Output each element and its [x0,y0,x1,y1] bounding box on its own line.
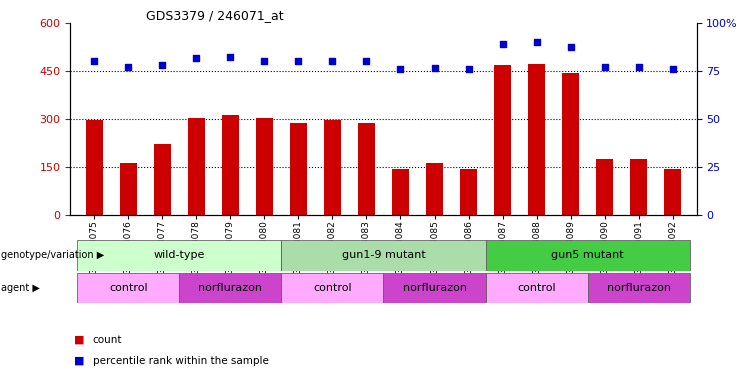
Point [327,58,339,65]
Bar [562,73,579,215]
Point [259,58,270,64]
Bar [324,120,341,215]
Text: norflurazon: norflurazon [607,283,671,293]
Text: control: control [313,283,352,293]
Bar [384,273,485,303]
Point [667,66,679,73]
Text: control: control [517,283,556,293]
Bar [392,169,409,215]
Bar [179,273,282,303]
Bar [460,169,477,215]
Bar [426,163,443,215]
Bar [485,240,690,271]
Point [565,44,576,50]
Text: GDS3379 / 246071_at: GDS3379 / 246071_at [145,9,283,22]
Bar [222,115,239,215]
Point [462,66,474,73]
Bar [528,64,545,215]
Bar [86,120,103,215]
Text: norflurazon: norflurazon [199,283,262,293]
Point [361,58,373,64]
Text: ■: ■ [74,356,84,366]
Bar [282,273,384,303]
Bar [485,273,588,303]
Bar [588,273,690,303]
Bar [597,159,613,215]
Text: norflurazon: norflurazon [402,283,467,293]
Bar [358,123,375,215]
Bar [494,65,511,215]
Point [531,39,542,45]
Point [428,65,440,71]
Point [599,64,611,70]
Bar [282,240,485,271]
Bar [664,169,681,215]
Point [293,58,305,65]
Bar [77,273,179,303]
Point [496,41,508,47]
Bar [290,123,307,215]
Text: gun1-9 mutant: gun1-9 mutant [342,250,425,260]
Text: agent ▶: agent ▶ [1,283,40,293]
Text: control: control [109,283,147,293]
Point [122,64,134,70]
Point [394,66,406,73]
Bar [187,118,205,215]
Text: gun5 mutant: gun5 mutant [551,250,624,260]
Point [633,64,645,70]
Point [88,58,100,65]
Text: count: count [93,335,122,345]
Point [225,53,236,60]
Bar [154,144,170,215]
Point [190,55,202,61]
Bar [256,118,273,215]
Text: genotype/variation ▶: genotype/variation ▶ [1,250,104,260]
Text: wild-type: wild-type [153,250,205,260]
Text: ■: ■ [74,335,84,345]
Text: percentile rank within the sample: percentile rank within the sample [93,356,268,366]
Bar [120,163,137,215]
Bar [630,159,647,215]
Point [156,61,168,68]
Bar [77,240,282,271]
